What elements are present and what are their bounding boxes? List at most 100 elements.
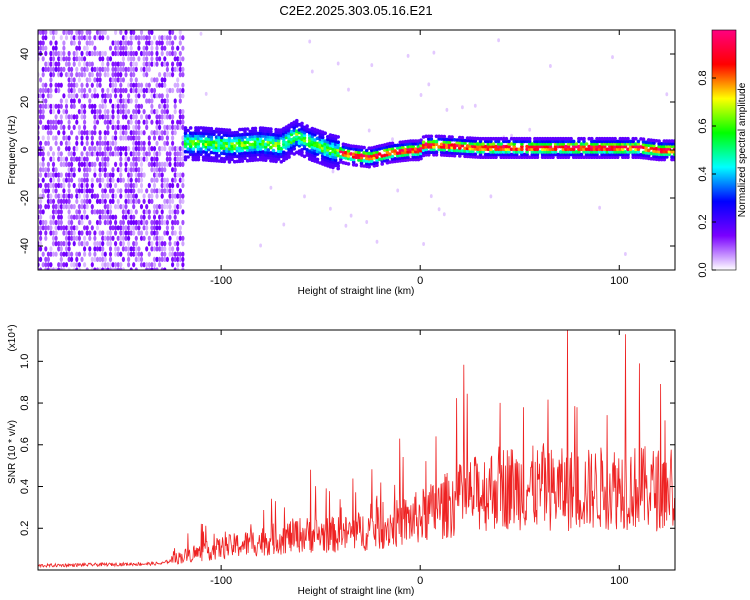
heatmap-cell [121, 124, 125, 130]
heatmap-cell [119, 30, 123, 35]
heatmap-cell [276, 128, 281, 132]
heatmap-cell [93, 241, 97, 247]
heatmap-cell [240, 156, 245, 161]
heatmap-cell [139, 219, 144, 226]
heatmap-cell [75, 251, 79, 257]
heatmap-cell [494, 144, 498, 149]
heatmap-cell [103, 193, 107, 199]
heatmap-cell [631, 155, 635, 159]
heatmap-cell [181, 219, 185, 226]
heatmap-cell [41, 251, 45, 257]
heatmap-cell [571, 147, 576, 152]
heatmap-cell [44, 262, 48, 268]
heatmap-cell [533, 142, 537, 146]
heatmap-cell [357, 158, 361, 162]
heatmap-cell [181, 119, 185, 125]
heatmap-cell [101, 267, 105, 270]
heatmap-cell [142, 151, 146, 157]
heatmap-cell [127, 188, 131, 194]
heatmap-cell [263, 132, 268, 136]
heatmap-cell [41, 72, 45, 78]
heatmap-cell [41, 82, 45, 88]
heatmap-cell [150, 109, 154, 115]
heatmap-cell [160, 82, 164, 88]
heatmap-cell [230, 133, 234, 138]
heatmap-cell [276, 144, 281, 148]
heatmap-cell [70, 40, 74, 46]
heatmap-cell [476, 155, 480, 159]
heatmap-cell [142, 35, 146, 41]
heatmap-cell [181, 251, 185, 257]
heatmap-cell [124, 103, 128, 109]
heatmap-cell [101, 235, 105, 241]
heatmap-cell [587, 150, 591, 154]
heatmap-cell [178, 61, 182, 67]
heatmap-cell [62, 225, 66, 231]
heatmap-cell [139, 66, 144, 72]
heatmap-cell [621, 150, 625, 154]
heatmap-cell [261, 142, 265, 146]
heatmap-cell [597, 139, 602, 144]
heatmap-cell [127, 225, 131, 231]
heatmap-cell [83, 251, 87, 257]
heatmap-cell [263, 158, 268, 162]
heatmap-cell [95, 151, 100, 157]
heatmap-cell [49, 130, 53, 136]
heatmap-cell [139, 172, 144, 178]
heatmap-cell [230, 157, 234, 162]
heatmap-cell [240, 138, 245, 142]
heatmap-cell [106, 241, 110, 247]
heatmap-cell [240, 159, 245, 163]
heatmap-cell [150, 40, 154, 46]
heatmap-cell [93, 230, 97, 236]
heatmap-cell [152, 209, 157, 215]
heatmap-cell [349, 157, 353, 161]
heatmap-cell [101, 251, 105, 257]
heatmap-cell [409, 153, 412, 158]
heatmap-cell [39, 225, 43, 231]
heatmap-cell [127, 119, 131, 125]
heatmap-cell [98, 167, 102, 173]
heatmap-cell [212, 145, 216, 150]
heatmap-cell [657, 144, 661, 149]
heatmap-cell [165, 182, 169, 189]
heatmap-cell [408, 157, 413, 162]
heatmap-cell [160, 130, 164, 136]
heatmap-cell [251, 134, 255, 139]
heatmap-cell [595, 147, 599, 152]
heatmap-cell [93, 66, 97, 72]
heatmap-cell [248, 142, 252, 147]
heatmap-cell [483, 155, 488, 159]
heatmap-cell [132, 167, 136, 173]
heatmap-cell [163, 246, 167, 252]
heatmap-cell [468, 144, 473, 148]
heatmap-cell [51, 235, 56, 241]
heatmap-cell [447, 150, 452, 155]
heatmap-cell [351, 155, 356, 159]
heatmap-cell [124, 235, 128, 241]
heatmap-cell [367, 146, 372, 150]
heatmap-cell [119, 130, 123, 136]
heatmap-cell [98, 35, 102, 41]
heatmap-cell [127, 50, 131, 57]
heatmap-cell [370, 159, 374, 163]
heatmap-cell [163, 114, 167, 120]
heatmap-cell [276, 138, 281, 143]
heatmap-cell [95, 50, 100, 57]
heatmap-cell [491, 136, 496, 141]
heatmap-cell [442, 140, 447, 144]
heatmap-cell [181, 161, 185, 167]
heatmap-cell [636, 144, 641, 149]
heatmap-cell [240, 154, 245, 158]
heatmap-cell [566, 155, 571, 159]
heatmap-cell [137, 93, 141, 99]
heatmap-cell [57, 204, 61, 210]
heatmap-cell [181, 82, 185, 88]
heatmap-cell [465, 138, 470, 143]
heatmap-cell [67, 251, 71, 257]
heatmap-cell [644, 148, 648, 152]
heatmap-cell [152, 182, 157, 189]
heatmap-cell [266, 150, 271, 155]
heatmap-cell [489, 144, 493, 149]
heatmap-cell [564, 139, 568, 144]
